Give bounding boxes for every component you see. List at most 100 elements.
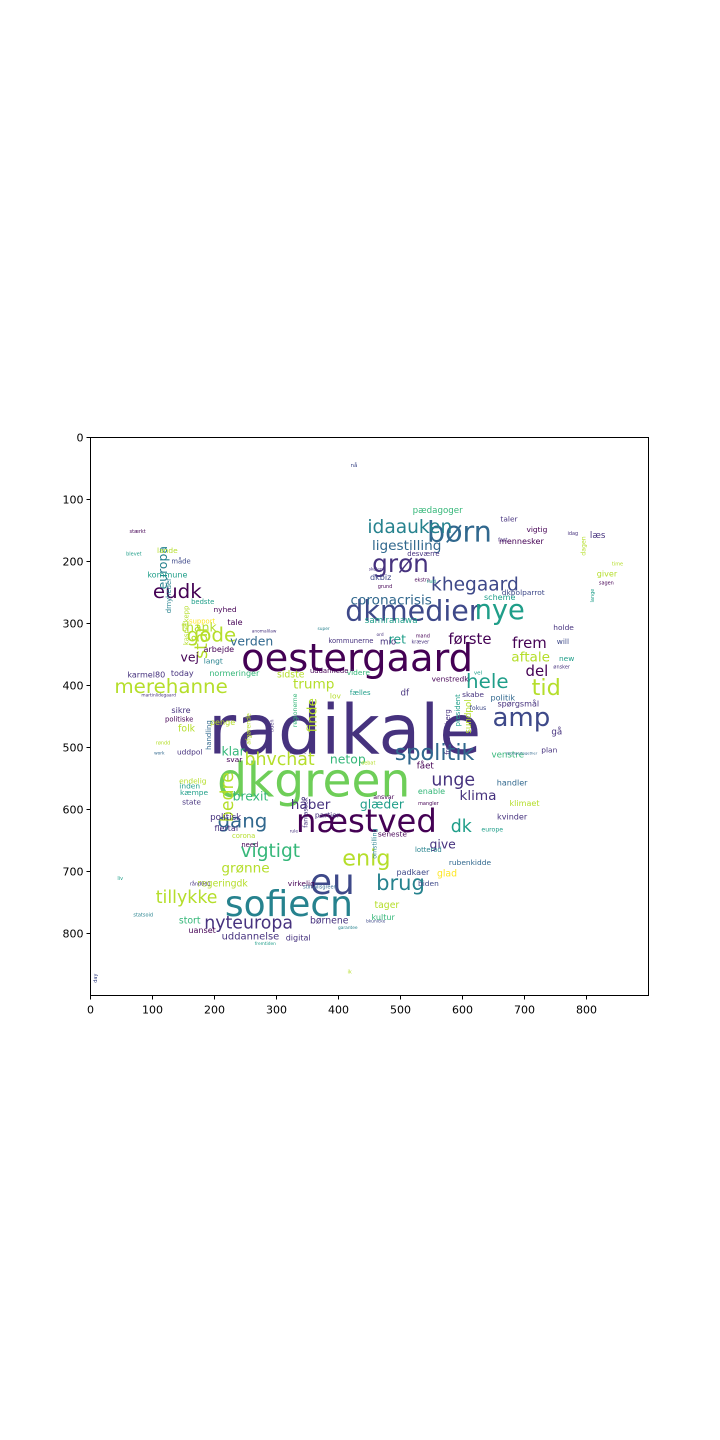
- word-54: stort: [179, 916, 201, 927]
- word-151: ik: [348, 969, 352, 975]
- word-101: normeringer: [209, 669, 260, 678]
- word-92: taler: [500, 514, 518, 523]
- word-149: statsoid: [133, 912, 153, 918]
- word-170: mangler: [418, 801, 440, 807]
- word-11: tid: [532, 675, 561, 701]
- y-tick-label-3: 300: [63, 618, 84, 631]
- word-174: hold: [427, 579, 437, 585]
- word-75: sundpol: [464, 699, 474, 733]
- word-47: klima: [459, 788, 496, 804]
- word-124: inden: [179, 782, 200, 791]
- word-107: nyhed: [213, 605, 236, 614]
- word-131: partier: [315, 811, 341, 820]
- y-axis: 0 100 200 300 400 500 600 700 800: [63, 432, 91, 941]
- word-163: kræver: [411, 640, 430, 646]
- y-tick-label-1: 100: [63, 494, 84, 507]
- word-171: super: [318, 626, 330, 632]
- word-162: mand: [416, 633, 430, 639]
- word-150: day: [93, 974, 99, 983]
- word-141: nå: [351, 462, 358, 469]
- word-93: pædagoger: [413, 506, 463, 516]
- word-142: stærkt: [130, 529, 146, 535]
- word-76: skabe: [462, 690, 484, 699]
- word-126: politisk: [210, 813, 241, 823]
- word-136: afgørende: [246, 713, 253, 745]
- word-60: biden: [418, 879, 439, 888]
- word-49: grønne: [221, 860, 269, 876]
- word-99: uddannede: [310, 667, 348, 675]
- word-64: kvinder: [497, 812, 528, 821]
- word-85: holde: [553, 623, 574, 632]
- word-112: lande: [157, 546, 178, 555]
- word-2: oestergaard: [241, 636, 473, 681]
- word-104: langt: [204, 656, 223, 665]
- word-140: stimulisgreen: [303, 885, 337, 891]
- word-94: desværre: [407, 550, 439, 558]
- word-147: rånd0d1: [190, 880, 211, 887]
- x-tick-label-6: 600: [452, 1004, 473, 1017]
- word-68: fået: [417, 761, 435, 772]
- word-18: khegaard: [431, 575, 519, 596]
- word-74: spørgsmål: [497, 699, 539, 709]
- word-120: handling: [205, 720, 213, 750]
- word-9: nye: [475, 595, 525, 626]
- word-89: læs: [590, 531, 606, 541]
- word-12: hele: [466, 670, 508, 693]
- word-134: lov: [330, 692, 342, 701]
- word-172: anomalilaw: [252, 628, 277, 634]
- word-83: scheme: [484, 593, 516, 602]
- word-71: gå: [551, 727, 562, 738]
- word-56: digital: [286, 933, 311, 942]
- word-55: uanset: [188, 926, 215, 935]
- word-121: svar: [226, 755, 243, 764]
- word-90: mennesker: [499, 537, 544, 546]
- word-44: brexit: [233, 789, 269, 804]
- word-153: garantee: [338, 925, 358, 931]
- word-118: uddpol: [177, 747, 203, 756]
- word-128: corona: [232, 832, 255, 840]
- word-139: regionerne: [292, 693, 299, 727]
- word-133: ansvar: [373, 794, 394, 801]
- word-24: bhvchat: [244, 750, 314, 770]
- word-130: virkelig: [288, 879, 315, 888]
- x-tick-label-4: 400: [328, 1004, 349, 1017]
- word-4: eu: [310, 862, 355, 903]
- word-19: idaauken: [367, 517, 452, 538]
- word-95: dkbiz: [370, 573, 391, 582]
- word-143: blevet: [126, 552, 142, 558]
- word-146: work: [154, 751, 165, 757]
- word-70: plan: [541, 746, 557, 755]
- word-13: spolitik: [395, 740, 475, 766]
- word-43: klar: [221, 743, 245, 758]
- word-0: radikale: [208, 692, 481, 771]
- word-87: new: [559, 654, 574, 663]
- word-39: vej: [180, 650, 198, 665]
- word-167: tiden: [270, 719, 276, 732]
- word-78: president: [454, 694, 462, 726]
- word-42: netop: [330, 751, 366, 766]
- y-tick-label-7: 700: [63, 866, 84, 879]
- word-52: regeringdk: [197, 878, 248, 889]
- word-23: vigtigt: [241, 841, 301, 862]
- word-46: glæder: [360, 797, 405, 812]
- word-135: fælles: [350, 689, 371, 697]
- word-29: dk: [451, 817, 472, 837]
- word-158: time: [612, 561, 623, 567]
- word-65: europe: [481, 826, 503, 833]
- word-164: ekstra: [414, 578, 430, 584]
- word-152: fremtiden: [255, 941, 276, 947]
- word-77: fokus: [470, 705, 487, 712]
- word-91: vigtig: [526, 525, 547, 534]
- x-tick-label-3: 300: [266, 1004, 287, 1017]
- word-30: frem: [512, 634, 547, 652]
- word-14: merehanne: [114, 675, 227, 698]
- word-117: folk: [178, 723, 196, 734]
- word-160: fast: [498, 537, 507, 543]
- word-157: sagen: [599, 581, 614, 587]
- word-145: røndd: [156, 741, 171, 747]
- word-1: dkgreen: [217, 753, 410, 808]
- word-63: lotterod: [415, 846, 442, 854]
- word-173: skolen: [369, 566, 383, 572]
